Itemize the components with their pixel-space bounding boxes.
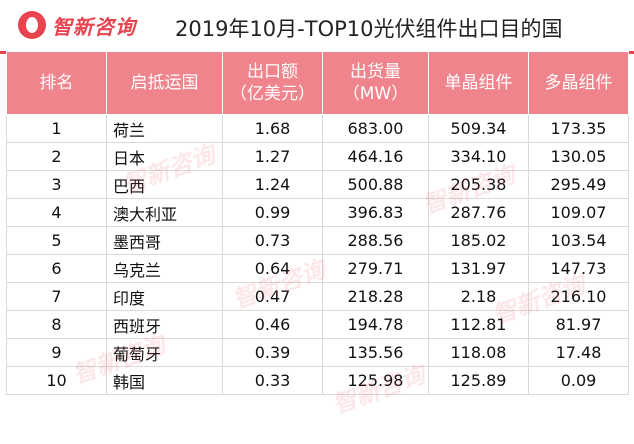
brand-logo: 智新咨询 <box>18 10 136 40</box>
shipment-cell: 125.98 <box>322 366 429 395</box>
mono-cell: 125.89 <box>428 366 529 395</box>
header-poly-modules: 多晶组件 <box>528 51 629 115</box>
poly-cell: 103.54 <box>528 226 629 255</box>
table-row: 2 日本 1.27 464.16 334.10 130.05 <box>6 142 629 171</box>
shipment-cell: 194.78 <box>322 310 429 339</box>
header-shipment: 出货量 （MW） <box>322 51 429 115</box>
rank-cell: 5 <box>6 226 107 255</box>
export-value-cell: 1.24 <box>222 170 323 199</box>
mono-cell: 287.76 <box>428 198 529 227</box>
poly-cell: 81.97 <box>528 310 629 339</box>
mono-cell: 131.97 <box>428 254 529 283</box>
export-value-cell: 0.47 <box>222 282 323 311</box>
country-cell: 葡萄牙 <box>106 338 223 367</box>
export-value-cell: 1.27 <box>222 142 323 171</box>
mono-cell: 334.10 <box>428 142 529 171</box>
poly-cell: 17.48 <box>528 338 629 367</box>
poly-cell: 147.73 <box>528 254 629 283</box>
shipment-cell: 396.83 <box>322 198 429 227</box>
mono-cell: 205.38 <box>428 170 529 199</box>
country-cell: 墨西哥 <box>106 226 223 255</box>
country-cell: 印度 <box>106 282 223 311</box>
shipment-cell: 683.00 <box>322 114 429 143</box>
header-country: 启抵运国 <box>106 51 223 115</box>
table-row: 6 乌克兰 0.64 279.71 131.97 147.73 <box>6 254 629 283</box>
export-value-cell: 0.99 <box>222 198 323 227</box>
brand-logo-icon <box>18 11 46 39</box>
country-cell: 日本 <box>106 142 223 171</box>
table-row: 9 葡萄牙 0.39 135.56 118.08 17.48 <box>6 338 629 367</box>
header-row: 排名 启抵运国 出口额 （亿美元） 出货量 （MW） 单晶组件 多晶组件 <box>6 51 629 115</box>
table-row: 3 巴西 1.24 500.88 205.38 295.49 <box>6 170 629 199</box>
brand-name: 智新咨询 <box>52 14 136 39</box>
header-export-value: 出口额 （亿美元） <box>222 51 323 115</box>
header-mono-modules: 单晶组件 <box>428 51 529 115</box>
export-value-cell: 0.46 <box>222 310 323 339</box>
export-value-cell: 0.39 <box>222 338 323 367</box>
poly-cell: 173.35 <box>528 114 629 143</box>
shipment-cell: 464.16 <box>322 142 429 171</box>
table-row: 1 荷兰 1.68 683.00 509.34 173.35 <box>6 114 629 143</box>
export-value-cell: 1.68 <box>222 114 323 143</box>
rank-cell: 7 <box>6 282 107 311</box>
table-row: 4 澳大利亚 0.99 396.83 287.76 109.07 <box>6 198 629 227</box>
mono-cell: 185.02 <box>428 226 529 255</box>
mono-cell: 509.34 <box>428 114 529 143</box>
shipment-cell: 279.71 <box>322 254 429 283</box>
poly-cell: 295.49 <box>528 170 629 199</box>
country-cell: 韩国 <box>106 366 223 395</box>
rank-cell: 1 <box>6 114 107 143</box>
rank-cell: 2 <box>6 142 107 171</box>
rank-cell: 8 <box>6 310 107 339</box>
mono-cell: 112.81 <box>428 310 529 339</box>
table-row: 10 韩国 0.33 125.98 125.89 0.09 <box>6 366 629 395</box>
table-row: 7 印度 0.47 218.28 2.18 216.10 <box>6 282 629 311</box>
shipment-cell: 218.28 <box>322 282 429 311</box>
export-value-cell: 0.64 <box>222 254 323 283</box>
country-cell: 乌克兰 <box>106 254 223 283</box>
country-cell: 巴西 <box>106 170 223 199</box>
rank-cell: 4 <box>6 198 107 227</box>
rank-cell: 9 <box>6 338 107 367</box>
export-table: 排名 启抵运国 出口额 （亿美元） 出货量 （MW） 单晶组件 多晶组件 1 荷兰 … <box>6 51 629 395</box>
poly-cell: 216.10 <box>528 282 629 311</box>
rank-cell: 3 <box>6 170 107 199</box>
header-rank: 排名 <box>6 51 107 115</box>
shipment-cell: 500.88 <box>322 170 429 199</box>
table-row: 8 西班牙 0.46 194.78 112.81 81.97 <box>6 310 629 339</box>
table-row: 5 墨西哥 0.73 288.56 185.02 103.54 <box>6 226 629 255</box>
rank-cell: 10 <box>6 366 107 395</box>
export-value-cell: 0.73 <box>222 226 323 255</box>
shipment-cell: 135.56 <box>322 338 429 367</box>
shipment-cell: 288.56 <box>322 226 429 255</box>
country-cell: 澳大利亚 <box>106 198 223 227</box>
export-value-cell: 0.33 <box>222 366 323 395</box>
poly-cell: 0.09 <box>528 366 629 395</box>
poly-cell: 109.07 <box>528 198 629 227</box>
rank-cell: 6 <box>6 254 107 283</box>
mono-cell: 118.08 <box>428 338 529 367</box>
title-bar: 智新咨询 2019年10月-TOP10光伏组件出口目的国 <box>0 0 634 54</box>
country-cell: 荷兰 <box>106 114 223 143</box>
poly-cell: 130.05 <box>528 142 629 171</box>
mono-cell: 2.18 <box>428 282 529 311</box>
country-cell: 西班牙 <box>106 310 223 339</box>
page-title: 2019年10月-TOP10光伏组件出口目的国 <box>175 17 563 41</box>
